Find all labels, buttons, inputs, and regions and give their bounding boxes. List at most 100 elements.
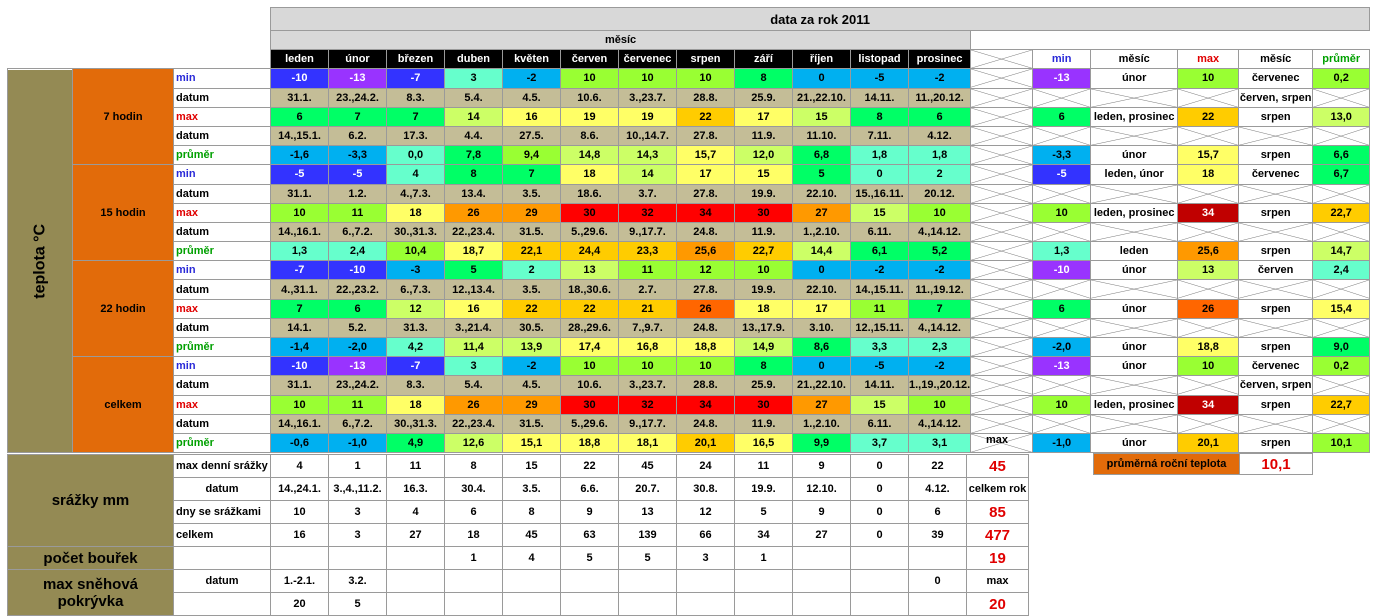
empty-crossed-cell [1032, 125, 1092, 147]
summary-cell: červen, srpen [1238, 375, 1314, 396]
storms-blank [173, 546, 271, 570]
precip-value: 30.8. [676, 477, 735, 501]
summary-cell: -3,3 [1032, 145, 1092, 166]
precip-value: 9 [560, 500, 619, 524]
value-cell: 31.3. [386, 317, 445, 339]
value-cell: 4.5. [502, 375, 561, 396]
summary-cell: únor [1090, 356, 1179, 377]
temperature-row: teplota °C 7 hodin min -10 -13 -7 3 -2 10 10 10 8 0-… [7, 68, 1371, 453]
value-cell: 29 [502, 394, 561, 415]
summary-cell: -1,0 [1032, 432, 1092, 454]
value-cell: 1.2. [328, 183, 387, 204]
precip-value: 15 [502, 454, 561, 478]
empty-crossed-cell [970, 145, 1034, 166]
value-cell: 4.,31.1. [270, 279, 329, 300]
temperature-row: datum 14.,15.1. 6.2. 17.3. 4.4. 27.5. 8.6. 10.,… [8, 125, 1371, 147]
row-label: min [173, 260, 271, 281]
value-cell: 31.5. [502, 413, 561, 434]
value-cell: -3 [386, 260, 445, 281]
value-cell: 26 [444, 202, 503, 223]
value-cell: 14,8 [560, 145, 619, 166]
summary-cell: únor [1090, 432, 1179, 454]
empty-crossed-cell [1312, 375, 1371, 396]
value-cell: 17,4 [560, 336, 619, 358]
precip-row-label: datum [173, 477, 271, 501]
empty-crossed-cell [1032, 87, 1092, 108]
summary-cell: červenec [1238, 356, 1314, 377]
snow-value [734, 569, 793, 593]
precip-value: 12.10. [792, 477, 851, 501]
row-label: datum [173, 375, 271, 396]
value-cell: 30.,31.3. [386, 221, 445, 243]
storms-value [270, 546, 329, 570]
summary-cell: únor [1090, 145, 1179, 166]
value-cell: 7.,9.7. [618, 317, 677, 339]
precip-value: 11 [734, 454, 793, 478]
row-label: max [173, 202, 271, 223]
value-cell: 11.,20.12. [907, 87, 972, 108]
snow-value [444, 592, 503, 616]
storms-value: 5 [618, 546, 677, 570]
value-cell: 10 [560, 356, 619, 377]
storms-value [850, 546, 909, 570]
summary-cell: -13 [1032, 68, 1092, 89]
summary-cell: -13 [1032, 356, 1092, 377]
empty-crossed-cell [970, 336, 1034, 358]
empty-crossed-cell [970, 279, 1034, 300]
row-label: datum [173, 87, 271, 108]
precip-total: 45 [966, 454, 1029, 478]
value-cell: -1,6 [270, 145, 329, 166]
value-cell: 5,2 [907, 241, 972, 262]
summary-cell: -5 [1032, 164, 1092, 185]
value-cell: 12 [676, 260, 735, 281]
value-cell: 3.,23.7. [618, 87, 677, 108]
storms-value [908, 546, 967, 570]
empty-crossed-cell [970, 125, 1034, 147]
value-cell: 2 [907, 164, 972, 185]
precip-value: 45 [618, 454, 677, 478]
empty-crossed-cell [1032, 317, 1092, 339]
section-label: teplota °C [7, 68, 73, 453]
value-cell: 22 [502, 298, 561, 319]
summary-cell: červen [1238, 260, 1314, 281]
precip-value: 27 [386, 523, 445, 547]
value-cell: 14,4 [792, 241, 851, 262]
temperature-row: průměr -1,6 -3,3 0,0 7,8 9,4 14,8 14,3 15,7 12,0 6… [8, 145, 1371, 166]
value-cell: 22.,23.4. [444, 221, 503, 243]
value-cell: 22.,23.2. [328, 279, 387, 300]
value-cell: 7 [502, 164, 561, 185]
value-cell: 27 [792, 202, 851, 223]
summary-cell: 25,6 [1177, 241, 1240, 262]
empty-crossed-cell [970, 298, 1034, 319]
empty-crossed-cell [1032, 183, 1092, 204]
summary-cell: 15,7 [1177, 145, 1240, 166]
temperature-row: datum 4.,31.1. 22.,23.2. 6.,7.3. 12.,13.4. 3.… [8, 279, 1371, 300]
value-cell: 9,9 [792, 432, 851, 454]
value-cell: 1.,19.,20.12. [907, 375, 972, 396]
value-cell: 4.4. [444, 125, 503, 147]
temperature-row: max 6 7 7 14 16 19 19 22 17 15 8 6 6 leden, prosinec 22… [8, 106, 1371, 127]
value-cell: 5.,29.6. [560, 221, 619, 243]
temperature-row: max 7 6 12 16 22 22 21 26 18 17 11 7 6 únor 26 srpen 15,4 [8, 298, 1371, 319]
empty-crossed-cell [1177, 375, 1240, 396]
precip-value: 18 [444, 523, 503, 547]
value-cell: 24.8. [676, 413, 735, 434]
empty-crossed-cell [1090, 375, 1179, 396]
value-cell: 8.3. [386, 375, 445, 396]
value-cell: 3.7. [618, 183, 677, 204]
summary-cell: 1,3 [1032, 241, 1092, 262]
annual-average-label: průměrná roční teplota [1093, 453, 1240, 475]
value-cell: -0,6 [270, 432, 329, 454]
value-cell: 12 [386, 298, 445, 319]
empty-crossed-cell [1312, 87, 1371, 108]
summary-cell: srpen [1238, 432, 1314, 454]
temperature-row: průměr 1,3 2,4 10,4 18,7 22,1 24,4 23,3 25,6 22,7… [8, 241, 1371, 262]
value-cell: 31.1. [270, 183, 329, 204]
value-cell: 10.,14.7. [618, 125, 677, 147]
empty-crossed-cell [1090, 279, 1179, 300]
storms-value: 1 [444, 546, 503, 570]
value-cell: 1,3 [270, 241, 329, 262]
snow-value [792, 592, 851, 616]
value-cell: 17.3. [386, 125, 445, 147]
summary-cell: leden, prosinec [1090, 394, 1179, 415]
